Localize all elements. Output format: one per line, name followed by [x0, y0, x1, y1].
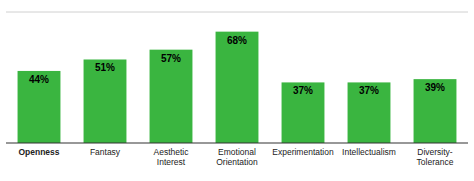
bar — [150, 50, 193, 143]
data-label: 44% — [29, 74, 49, 85]
x-tick-label: Fantasy — [90, 147, 121, 157]
bar — [18, 71, 61, 143]
data-label: 68% — [227, 35, 247, 46]
x-tick-label: Openness — [18, 147, 59, 157]
chart: 44% 51% 57% 68% 37% 37% 39% Openness Fantasy Aest… — [0, 0, 474, 181]
x-tick-label: AestheticInterest — [154, 147, 190, 167]
data-label: 37% — [293, 85, 313, 96]
x-tick-label: Intellectualism — [342, 147, 396, 157]
data-label: 51% — [95, 62, 115, 73]
data-label: 37% — [359, 85, 379, 96]
bar — [84, 59, 127, 143]
x-axis-line — [6, 142, 468, 143]
x-tick-label: EmotionalOrientation — [216, 147, 258, 167]
x-tick-label: Experimentation — [272, 147, 334, 157]
bar — [414, 79, 457, 143]
range-top-line — [6, 12, 468, 13]
x-tick-label: Diversity-Tolerance — [417, 147, 454, 167]
bar — [216, 32, 259, 143]
bars — [18, 32, 457, 143]
bar — [282, 82, 325, 143]
data-label: 57% — [161, 53, 181, 64]
bar — [348, 82, 391, 143]
data-label: 39% — [425, 82, 445, 93]
